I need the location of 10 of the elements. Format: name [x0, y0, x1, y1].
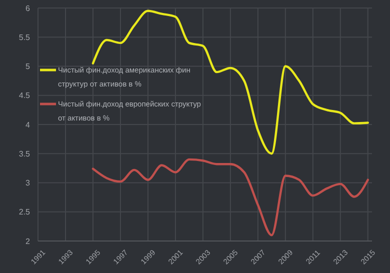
- y-tick-label: 2: [26, 236, 31, 246]
- y-tick-label: 5: [26, 62, 31, 72]
- y-tick-label: 6: [26, 4, 31, 13]
- y-tick-label: 2.5: [18, 208, 31, 217]
- y-tick-label: 5.5: [18, 32, 31, 42]
- y-tick-label: 3.5: [18, 149, 31, 158]
- y-tick-label: 3: [26, 178, 31, 188]
- y-tick-label: 4.5: [18, 91, 31, 100]
- line-series: [92, 158, 369, 236]
- y-tick-label: 4: [26, 120, 31, 130]
